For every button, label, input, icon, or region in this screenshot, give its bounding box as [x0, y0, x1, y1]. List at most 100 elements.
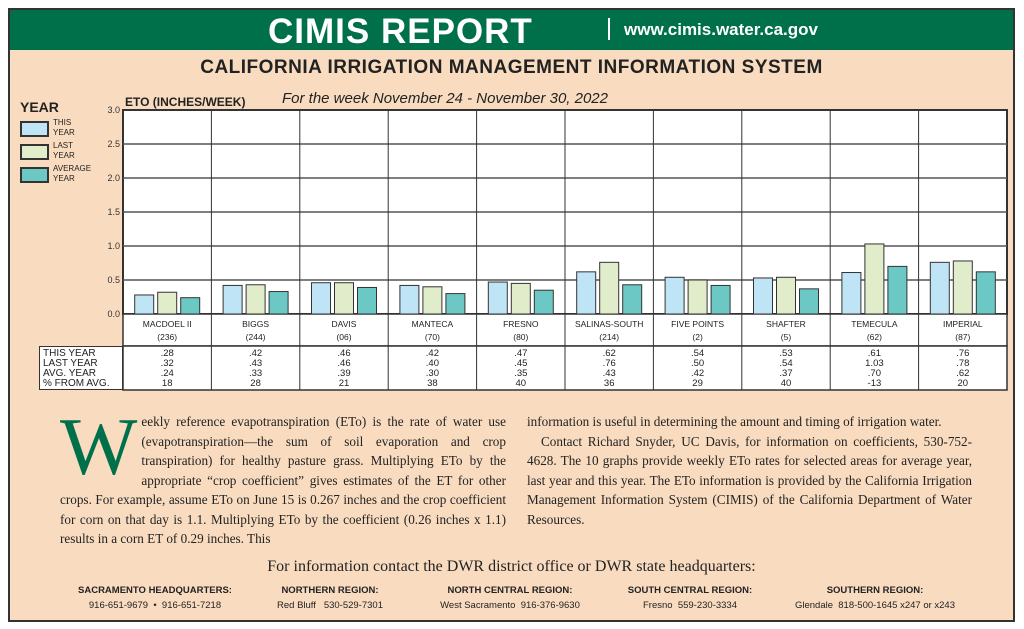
category-label: FIVE POINTS [671, 319, 724, 329]
bar-davis-2 [357, 286, 377, 315]
bar-imperial-1 [952, 260, 973, 315]
category-label: SHAFTER [766, 319, 806, 329]
table-cell: .42 [691, 368, 704, 379]
table-cell: 18 [162, 378, 173, 389]
legend-item-this-year: THIS YEAR [20, 118, 120, 140]
article-column-2: information is useful in determining the… [527, 412, 972, 529]
bar-shafter-1 [776, 276, 796, 315]
eto-bar-chart: 0.0 0.5 1.0 1.5 2.0 2.5 3.0 MACDOEL II (236) .28.… [107, 105, 1008, 391]
bar-five-points-2 [710, 284, 731, 315]
row-label-avg-year: AVG. YEAR [43, 368, 96, 379]
table-cell: .47 [514, 348, 527, 359]
bar-fresno-2 [533, 289, 554, 315]
row-label-last-year: LAST YEAR [43, 358, 98, 369]
row-label-this-year: THIS YEAR [43, 348, 96, 359]
table-cell: 29 [692, 378, 703, 389]
bar-davis-0 [311, 282, 331, 315]
category-label: DAVIS [332, 319, 357, 329]
y-tick-label: 2.5 [107, 139, 120, 149]
category-label: FRESNO [503, 319, 539, 329]
bar-biggs-0 [222, 284, 243, 315]
chart-title: For the week November 24 - November 30, … [282, 90, 608, 107]
bar-davis-1 [334, 282, 354, 315]
subtitle: CALIFORNIA IRRIGATION MANAGEMENT INFORMA… [200, 57, 823, 78]
station-id: (214) [599, 332, 619, 342]
y-tick-label: 1.0 [107, 241, 120, 251]
station-id: (244) [246, 332, 266, 342]
table-cell: .62 [956, 368, 969, 379]
bar-salinas-south-1 [599, 261, 620, 315]
table-cell: .28 [161, 348, 174, 359]
table-cell: 28 [250, 378, 261, 389]
legend-item-last-year: LAST YEAR [20, 141, 120, 163]
bar-fresno-1 [510, 282, 531, 315]
table-cell: .54 [691, 348, 704, 359]
table-cell: .24 [161, 368, 174, 379]
station-id: (62) [867, 332, 882, 342]
table-cell: 36 [604, 378, 615, 389]
category-label: TEMECULA [851, 319, 898, 329]
region-south-central: SOUTH CENTRAL REGION: Fresno 559-230-3334 [627, 585, 753, 611]
bar-macdoel-ii-1 [157, 291, 178, 315]
table-cell: .70 [868, 368, 881, 379]
bar-biggs-2 [268, 291, 289, 315]
y-tick-label: 3.0 [107, 105, 120, 115]
bar-manteca-0 [399, 284, 420, 315]
bar-five-points-0 [664, 276, 685, 315]
y-tick-label: 0.5 [107, 275, 120, 285]
row-label-pct: % FROM AVG. [43, 378, 110, 389]
table-cell: .45 [514, 358, 527, 369]
y-tick-label: 0.0 [107, 309, 120, 319]
table-cell: .33 [249, 368, 262, 379]
table-cell: .46 [337, 348, 350, 359]
region-southern: SOUTHERN REGION: Glendale 818-500-1645 x2… [794, 585, 956, 611]
table-cell: 40 [781, 378, 792, 389]
website-url: www.cimis.water.ca.gov [624, 20, 819, 39]
station-id: (2) [692, 332, 703, 342]
contact-heading: For information contact the DWR district… [267, 558, 756, 575]
table-row-labels: THIS YEAR LAST YEAR AVG. YEAR % FROM AVG… [39, 346, 123, 390]
legend-title: YEAR [20, 99, 59, 115]
category-label: SALINAS-SOUTH [575, 319, 644, 329]
table-cell: .46 [337, 358, 350, 369]
bar-macdoel-ii-0 [134, 294, 155, 315]
table-cell: .50 [691, 358, 704, 369]
bar-manteca-2 [445, 293, 466, 315]
bar-temecula-0 [841, 272, 862, 315]
bar-salinas-south-2 [622, 284, 643, 315]
table-cell: 20 [958, 378, 969, 389]
bar-imperial-0 [929, 261, 950, 315]
category-label: MANTECA [412, 319, 454, 329]
paragraph-1: eekly reference evapotranspiration (ETo)… [60, 414, 506, 546]
bar-manteca-1 [422, 286, 443, 315]
table-cell: .37 [779, 368, 792, 379]
bar-macdoel-ii-2 [180, 297, 201, 315]
bar-fresno-0 [487, 281, 508, 315]
bar-five-points-1 [687, 279, 708, 315]
paragraph-3: Contact Richard Snyder, UC Davis, for in… [527, 433, 972, 527]
category-label: MACDOEL II [143, 319, 192, 329]
table-cell: .39 [337, 368, 350, 379]
paragraph-2: information is useful in determining the… [527, 414, 942, 429]
y-tick-label: 1.5 [107, 207, 120, 217]
table-cell: .76 [956, 348, 969, 359]
bar-biggs-1 [245, 284, 266, 315]
table-cell: 21 [339, 378, 350, 389]
bar-imperial-2 [975, 271, 996, 315]
table-cell: .54 [779, 358, 792, 369]
bar-salinas-south-0 [576, 271, 597, 315]
table-cell: .61 [868, 348, 881, 359]
bar-shafter-0 [753, 277, 773, 315]
y-axis-label: ETO (INCHES/WEEK) [125, 95, 246, 109]
table-cell: .35 [514, 368, 527, 379]
region-sacramento: SACRAMENTO HEADQUARTERS: 916-651-9679 • 9… [78, 585, 232, 611]
table-cell: .42 [426, 348, 439, 359]
table-cell: .43 [603, 368, 616, 379]
table-cell: .62 [603, 348, 616, 359]
category-label: IMPERIAL [943, 319, 983, 329]
table-cell: -13 [868, 378, 882, 389]
station-id: (5) [781, 332, 792, 342]
table-cell: .76 [603, 358, 616, 369]
table-cell: .32 [161, 358, 174, 369]
